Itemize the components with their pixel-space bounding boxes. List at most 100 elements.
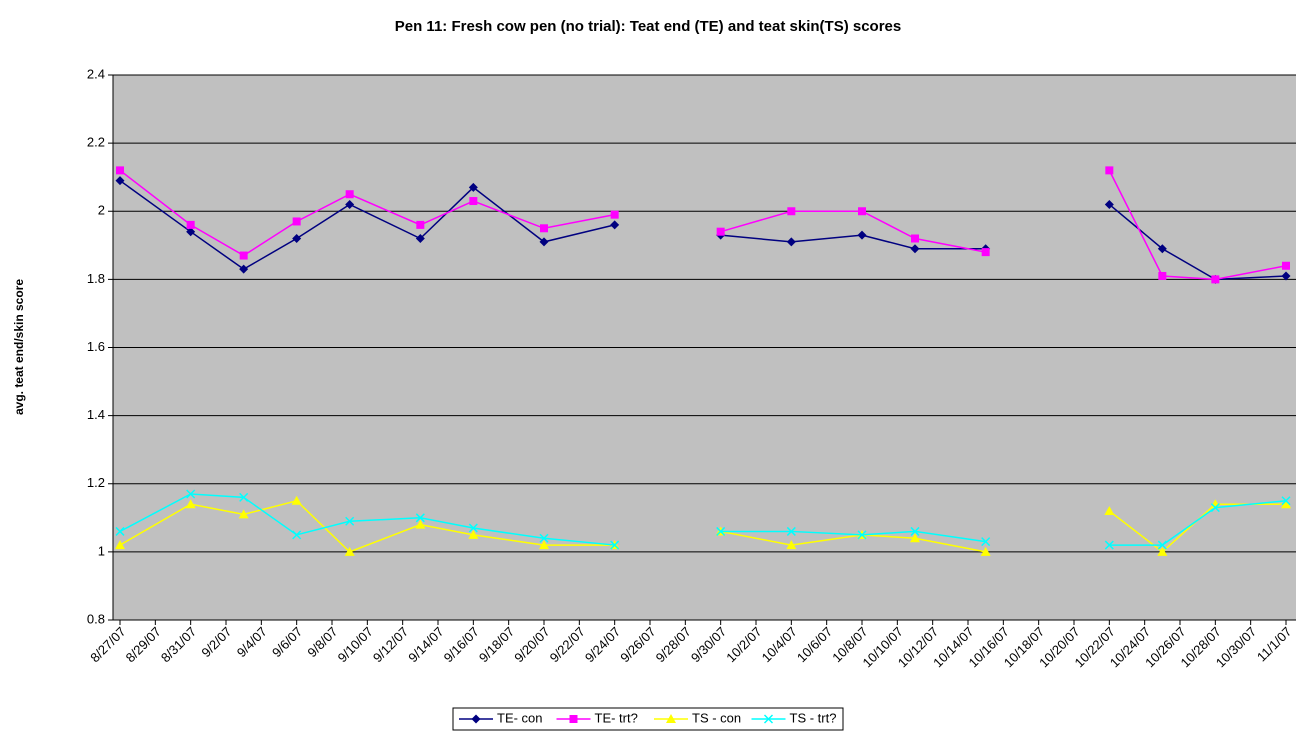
- marker: [468, 523, 478, 533]
- marker: [468, 529, 479, 539]
- x-tick-label: 9/26/07: [617, 624, 658, 665]
- legend-label: TE- con: [497, 710, 543, 725]
- marker: [292, 234, 302, 243]
- marker: [416, 220, 425, 229]
- marker: [539, 533, 549, 543]
- marker: [910, 533, 920, 543]
- x-tick-label: 8/29/07: [123, 624, 164, 665]
- x-tick-label: 9/4/07: [234, 624, 270, 660]
- x-tick-label: 9/2/07: [198, 624, 234, 660]
- chart-title: Pen 11: Fresh cow pen (no trial): Teat e…: [395, 18, 901, 35]
- marker: [415, 234, 425, 243]
- y-tick-label: 1.6: [87, 339, 105, 354]
- marker: [415, 519, 426, 529]
- marker: [980, 546, 991, 556]
- marker: [186, 220, 195, 229]
- x-tick-label: 8/27/07: [87, 624, 128, 665]
- x-tick-label: 9/20/07: [511, 624, 552, 665]
- legend-label: TS - con: [692, 710, 741, 725]
- marker: [787, 207, 796, 216]
- marker: [1158, 271, 1167, 280]
- marker: [415, 513, 425, 523]
- marker: [1281, 496, 1291, 506]
- marker: [1104, 540, 1114, 550]
- marker: [857, 230, 867, 240]
- marker: [857, 530, 867, 540]
- x-tick-label: 10/4/07: [759, 624, 800, 665]
- marker: [185, 499, 196, 509]
- marker: [539, 237, 549, 247]
- marker: [1105, 166, 1114, 175]
- marker: [911, 234, 919, 243]
- legend-label: TE- trt?: [595, 710, 638, 725]
- marker: [716, 227, 725, 236]
- marker: [1157, 546, 1168, 556]
- marker: [786, 526, 796, 536]
- legend-box: [452, 707, 844, 731]
- x-tick-label: 9/16/07: [441, 624, 482, 665]
- legend-marker: [471, 714, 481, 724]
- marker: [786, 540, 797, 550]
- marker: [981, 537, 991, 547]
- legend-marker: [666, 714, 676, 723]
- marker: [116, 166, 124, 175]
- marker: [345, 516, 355, 526]
- marker: [610, 210, 619, 219]
- y-tick-label: 1: [98, 543, 105, 558]
- x-tick-label: 9/14/07: [405, 624, 446, 665]
- x-tick-label: 9/24/07: [582, 624, 623, 665]
- marker: [539, 540, 549, 550]
- legend-marker: [763, 714, 774, 724]
- marker: [1281, 499, 1291, 509]
- marker: [981, 248, 990, 257]
- marker: [239, 492, 249, 502]
- y-tick-label: 2: [98, 203, 105, 218]
- marker: [1211, 275, 1220, 284]
- x-tick-label: 9/22/07: [547, 624, 588, 665]
- marker: [1104, 506, 1115, 515]
- y-tick-label: 1.2: [87, 475, 105, 490]
- marker: [786, 237, 796, 247]
- x-tick-label: 9/28/07: [653, 624, 694, 665]
- marker: [610, 220, 620, 230]
- y-tick-label: 2.4: [87, 66, 105, 81]
- marker: [469, 197, 478, 206]
- marker: [1281, 271, 1291, 281]
- marker: [345, 199, 355, 209]
- y-axis-label: avg. teat end/skin score: [12, 279, 26, 415]
- x-tick-label: 9/6/07: [269, 624, 305, 660]
- marker: [610, 540, 620, 550]
- marker: [910, 244, 920, 254]
- x-tick-label: 9/30/07: [688, 624, 729, 665]
- legend-label: TS - trt?: [790, 710, 837, 725]
- marker: [291, 495, 302, 505]
- y-tick-label: 0.8: [87, 611, 105, 626]
- x-tick-label: 9/18/07: [476, 624, 517, 665]
- legend-marker: [569, 715, 578, 723]
- marker: [716, 526, 726, 536]
- x-tick-label: 9/10/07: [335, 624, 376, 665]
- y-tick-label: 1.4: [87, 407, 105, 422]
- marker: [345, 190, 354, 199]
- marker: [468, 182, 478, 192]
- marker: [186, 489, 196, 499]
- x-tick-label: 11/1/07: [1254, 624, 1295, 665]
- marker: [1157, 540, 1167, 550]
- x-tick-label: 8/31/07: [158, 624, 199, 665]
- x-tick-label: 9/12/07: [370, 624, 411, 665]
- marker: [239, 251, 248, 260]
- marker: [540, 224, 548, 233]
- marker: [1210, 503, 1220, 513]
- marker: [115, 176, 125, 186]
- marker: [292, 217, 301, 226]
- marker: [1157, 244, 1167, 254]
- marker: [292, 530, 302, 540]
- y-tick-label: 1.8: [87, 271, 105, 286]
- marker: [115, 540, 125, 550]
- x-tick-label: 10/2/07: [723, 624, 764, 665]
- marker: [1104, 199, 1114, 209]
- marker: [910, 526, 920, 536]
- y-tick-label: 2.2: [87, 135, 105, 150]
- marker: [858, 207, 866, 216]
- marker: [115, 526, 125, 536]
